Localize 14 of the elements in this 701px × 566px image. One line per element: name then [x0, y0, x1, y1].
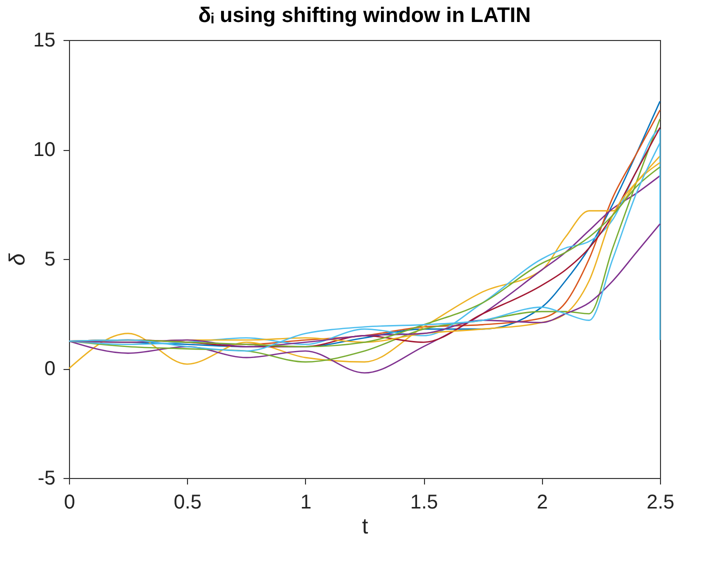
x-axis-title: t	[362, 514, 368, 538]
x-tick-label: 1	[300, 492, 312, 514]
y-tick-label: 10	[33, 139, 56, 161]
x-tick-label: 0	[64, 492, 76, 514]
y-tick-label: 0	[44, 358, 56, 380]
x-tick-label: 1.5	[410, 492, 438, 514]
y-axis-title: δ	[4, 252, 30, 266]
y-tick-label: 15	[33, 30, 56, 52]
x-tick-label: 0.5	[174, 492, 202, 514]
chart-title: δᵢ using shifting window in LATIN	[198, 4, 531, 27]
x-tick-label: 2.5	[646, 492, 674, 514]
x-tick-label: 2	[536, 492, 548, 514]
y-tick-label: 5	[44, 248, 56, 270]
y-tick-label: -5	[38, 468, 56, 490]
